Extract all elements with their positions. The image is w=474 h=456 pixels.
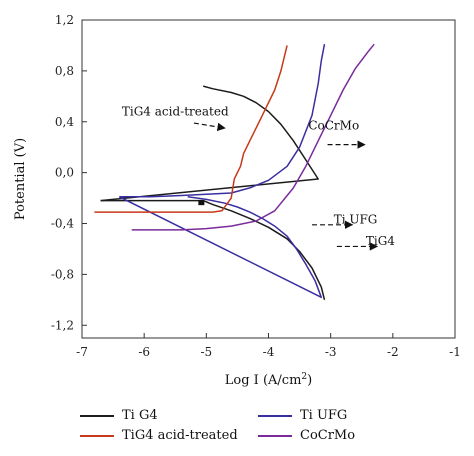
plot-frame [81, 19, 456, 339]
y-tick-label: 0,0 [55, 166, 74, 180]
x-tick-label: -7 [76, 345, 88, 359]
annotation-tig4-acid-treated-label: TiG4 acid-treated [122, 104, 229, 118]
annotation-cocrmo-label: CoCrMo [308, 118, 359, 132]
series-line-ti-g4-1 [100, 85, 319, 202]
corrosion-potential-marker [198, 200, 205, 206]
legend-item-acid-treated: TiG4 acid-treated [80, 428, 238, 443]
y-tick-label: -0,8 [51, 267, 74, 281]
y-axis-title: Potential (V) [13, 138, 28, 220]
annotation-tig4-acid-treated-arrow [193, 122, 226, 132]
x-axis-title-sup: 2 [301, 372, 307, 382]
x-tick-label: -2 [387, 345, 399, 359]
legend-item-ti-g4: Ti G4 [80, 408, 158, 423]
series-line-cocrmo-0 [131, 43, 375, 231]
y-tick-label: 1,2 [55, 13, 74, 27]
legend-item-cocrmo: CoCrMo [258, 428, 355, 443]
series-line-tig4-acid-treated-0 [94, 45, 288, 213]
x-axis-title-end: ) [307, 373, 312, 388]
series-line-ti-ufg-1 [118, 196, 323, 299]
legend-item-ti-ufg: Ti UFG [258, 408, 347, 423]
x-tick-label: -3 [325, 345, 337, 359]
legend-label-ti-g4: Ti G4 [122, 408, 158, 423]
legend-line-acid-treated [80, 434, 114, 437]
x-tick-label: -1 [449, 345, 461, 359]
polarization-chart: -7 -6 -5 -4 -3 -2 -1 1,2 0,8 0,4 0,0 -0,4 -0,8 -1,2 Lo… [13, 13, 461, 388]
legend: Ti G4 Ti UFG TiG4 acid-treated CoCrMo [0, 404, 474, 452]
legend-line-ti-ufg [258, 414, 292, 417]
annotation-ti-ufg-label: Ti UFG [334, 213, 378, 227]
legend-label-cocrmo: CoCrMo [300, 428, 356, 443]
y-tick-label: -0,4 [51, 217, 75, 231]
x-tick-label: -6 [138, 345, 150, 359]
x-tick-label: -4 [263, 345, 275, 359]
legend-line-ti-g4 [80, 414, 114, 417]
legend-line-cocrmo [258, 434, 292, 437]
y-tick-label: -1,2 [51, 318, 74, 332]
y-tick-label: 0,8 [55, 64, 74, 78]
legend-label-ti-ufg: Ti UFG [300, 408, 348, 423]
y-tick-label: 0,4 [55, 115, 74, 129]
x-axis-title: Log I (A/cm2) [225, 372, 312, 388]
series-line-ti-ufg-0 [119, 44, 326, 198]
series-line-ti-g4-0 [100, 199, 326, 300]
x-tick-label: -5 [200, 345, 212, 359]
legend-label-acid-treated: TiG4 acid-treated [122, 428, 238, 443]
